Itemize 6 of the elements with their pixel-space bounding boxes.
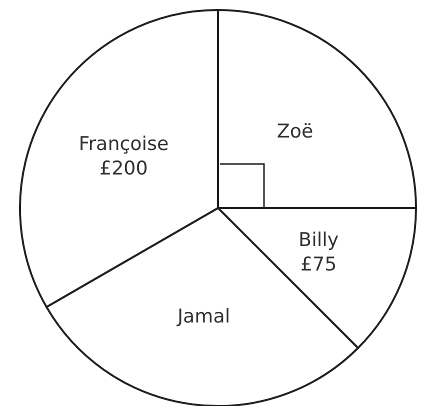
slice-label: Jamal xyxy=(176,306,230,328)
slice-label: Françoise xyxy=(78,132,169,155)
data-label: £75 xyxy=(300,254,337,276)
slice-label: Zoë xyxy=(276,120,314,143)
data-label: £200 xyxy=(100,157,148,180)
slice-label: Billy xyxy=(298,228,339,251)
